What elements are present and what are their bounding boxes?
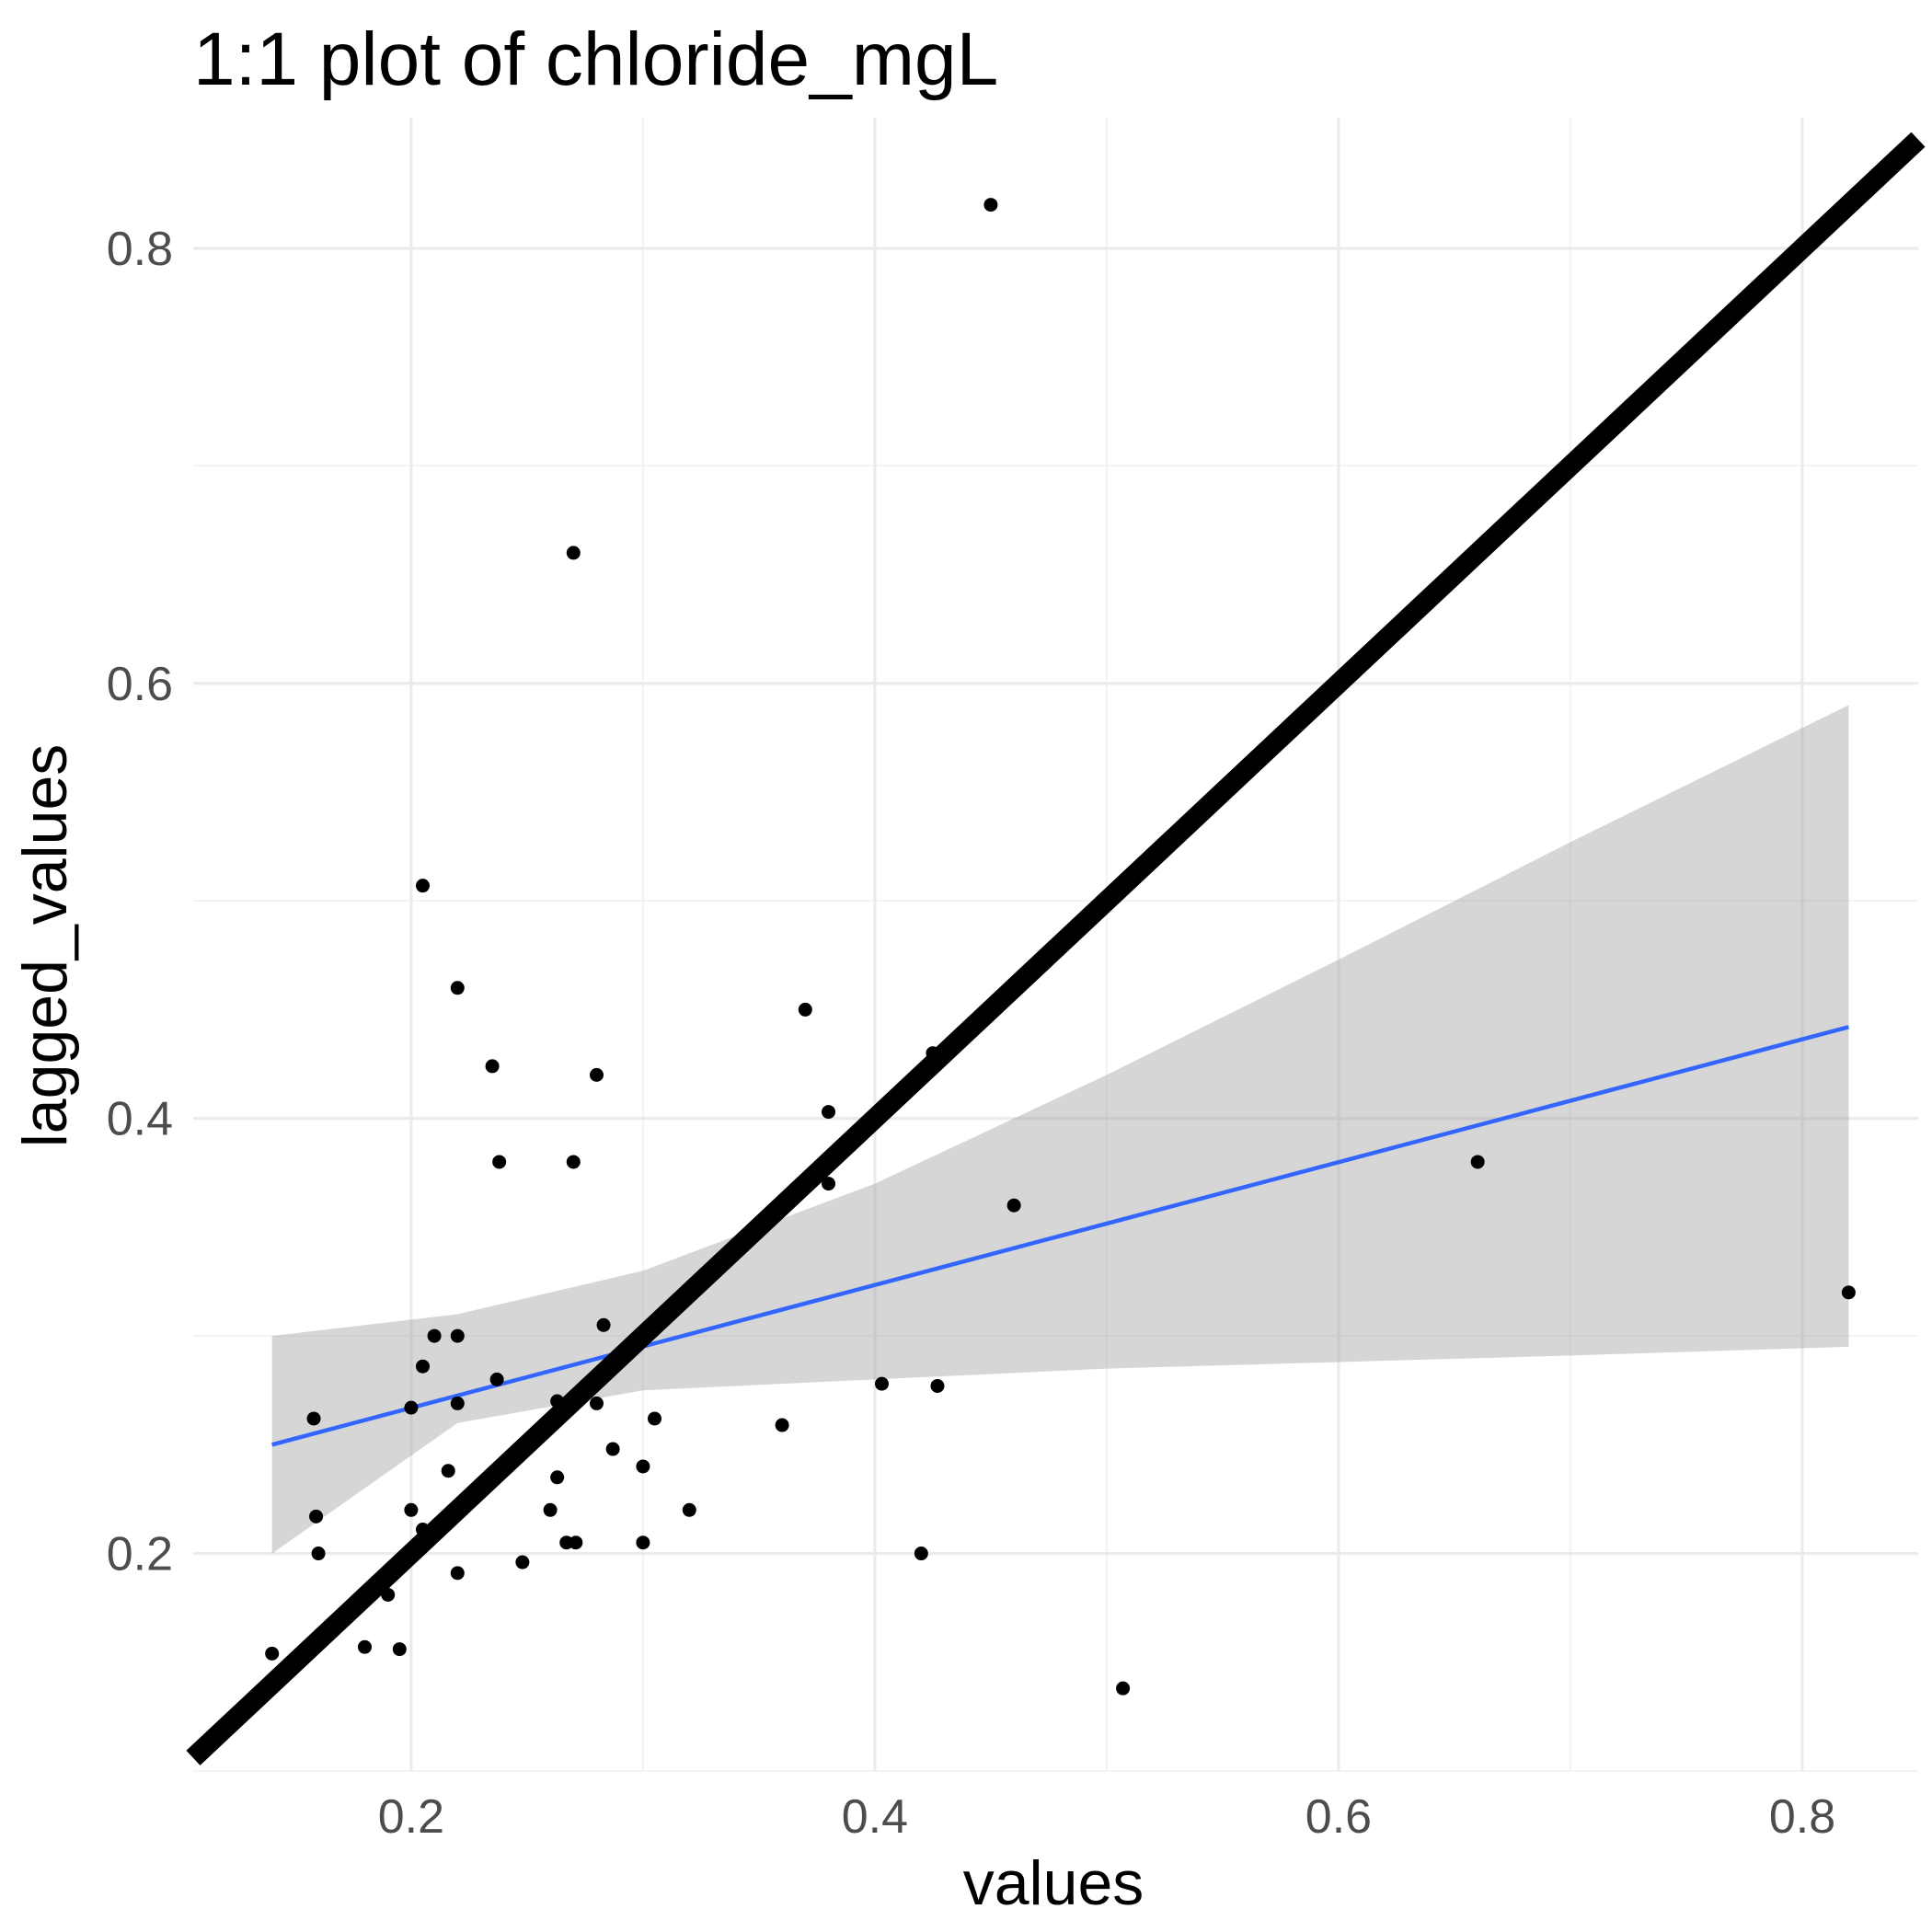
x-tick-label: 0.6	[1305, 1790, 1372, 1844]
data-point	[427, 1328, 442, 1343]
data-point	[450, 1396, 465, 1410]
chart-title: 1:1 plot of chloride_mgL	[193, 17, 998, 101]
data-point	[822, 1105, 836, 1120]
data-point	[648, 1411, 662, 1426]
data-point	[265, 1646, 280, 1661]
data-point	[874, 1376, 889, 1391]
data-point	[914, 1547, 928, 1561]
points-layer	[265, 198, 1856, 1696]
data-point	[569, 1535, 583, 1550]
data-point	[441, 1464, 455, 1478]
data-point	[636, 1459, 650, 1474]
data-point	[306, 1411, 321, 1426]
data-point	[1470, 1155, 1485, 1169]
x-tick-label: 0.8	[1769, 1790, 1835, 1844]
data-point	[798, 1002, 812, 1017]
data-point	[590, 1396, 604, 1410]
data-point	[489, 1372, 504, 1386]
data-point	[515, 1555, 530, 1570]
data-point	[450, 981, 465, 995]
confidence-band	[271, 705, 1849, 1554]
data-point	[566, 546, 581, 560]
data-point	[450, 1566, 465, 1581]
data-point	[392, 1642, 407, 1657]
data-point	[450, 1328, 465, 1343]
data-point	[357, 1639, 372, 1654]
data-point	[590, 1067, 604, 1082]
data-point	[492, 1155, 507, 1169]
data-point	[550, 1470, 565, 1485]
x-tick-label: 0.2	[378, 1790, 444, 1844]
data-point	[682, 1502, 696, 1517]
x-axis-title: values	[963, 1848, 1144, 1918]
data-point	[415, 879, 430, 893]
data-point	[1841, 1285, 1856, 1300]
grid	[193, 118, 1918, 1772]
data-point	[311, 1547, 326, 1561]
data-point	[636, 1535, 650, 1550]
y-tick-label: 0.8	[107, 223, 173, 276]
data-point	[415, 1359, 430, 1374]
data-point	[822, 1177, 836, 1191]
data-point	[1006, 1198, 1021, 1213]
data-point	[930, 1378, 945, 1393]
data-point	[983, 198, 998, 213]
y-tick-label: 0.4	[107, 1093, 173, 1146]
data-point	[485, 1059, 500, 1074]
data-point	[404, 1400, 419, 1415]
ribbon-layer	[271, 705, 1849, 1554]
y-axis-ticks: 0.2 0.4 0.6 0.8	[107, 223, 173, 1581]
x-axis-ticks: 0.2 0.4 0.6 0.8	[378, 1790, 1835, 1844]
data-point	[404, 1502, 419, 1517]
data-point	[775, 1418, 789, 1432]
y-tick-label: 0.2	[107, 1528, 173, 1581]
y-axis-title: lagged_values	[10, 744, 80, 1148]
x-tick-label: 0.4	[842, 1790, 908, 1844]
data-point	[596, 1317, 611, 1332]
identity-layer	[186, 132, 1926, 1765]
identity-line	[186, 132, 1926, 1765]
data-point	[566, 1155, 581, 1169]
data-point	[605, 1442, 620, 1456]
data-point	[543, 1502, 558, 1517]
fit-line	[271, 1025, 1849, 1447]
data-point	[309, 1509, 324, 1524]
fit-layer	[271, 1025, 1849, 1447]
data-point	[1116, 1681, 1131, 1696]
y-tick-label: 0.6	[107, 658, 173, 711]
